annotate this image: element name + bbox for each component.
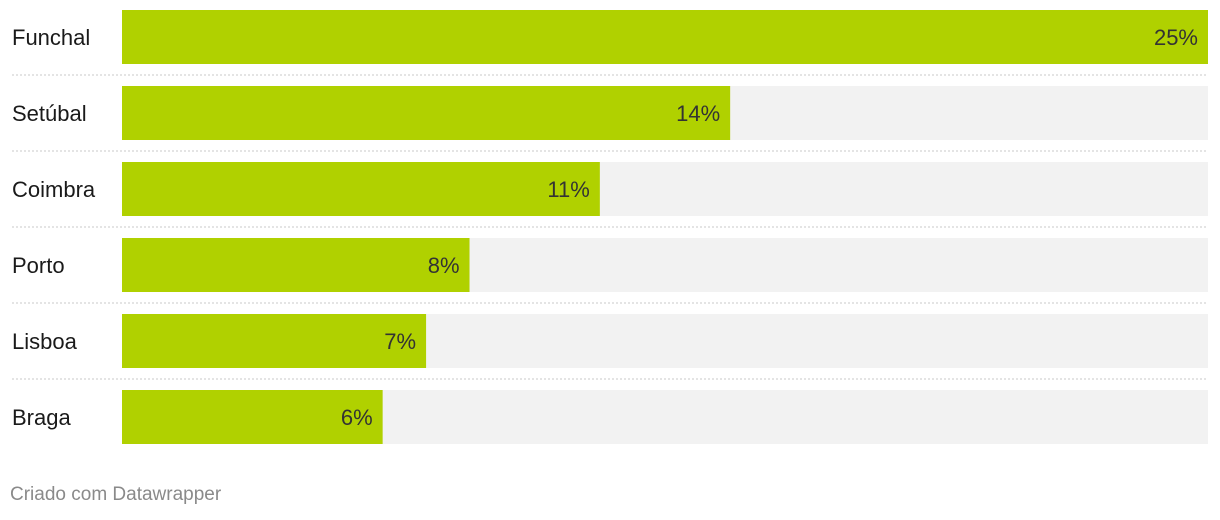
value-label-coimbra: 11% [547, 177, 589, 202]
bar-setubal [122, 86, 731, 140]
bar-chart: Funchal 25% Setúbal 14% Coimbra 11% Porto 8% Lis… [12, 10, 1208, 444]
category-label-braga: Braga [12, 405, 71, 430]
value-label-porto: 8% [428, 253, 460, 278]
bar-lisboa [122, 314, 427, 368]
category-label-funchal: Funchal [12, 25, 90, 50]
bar-funchal [122, 10, 1208, 64]
value-label-funchal: 25% [1154, 25, 1198, 50]
bar-porto [122, 238, 470, 292]
category-label-coimbra: Coimbra [12, 177, 96, 202]
bar-coimbra [122, 162, 600, 216]
value-label-lisboa: 7% [384, 329, 416, 354]
category-label-lisboa: Lisboa [12, 329, 78, 354]
value-label-setubal: 14% [676, 101, 720, 126]
category-label-setubal: Setúbal [12, 101, 87, 126]
value-label-braga: 6% [341, 405, 373, 430]
category-label-porto: Porto [12, 253, 65, 278]
bar-braga [122, 390, 383, 444]
credit-footer: Criado com Datawrapper [10, 484, 222, 505]
